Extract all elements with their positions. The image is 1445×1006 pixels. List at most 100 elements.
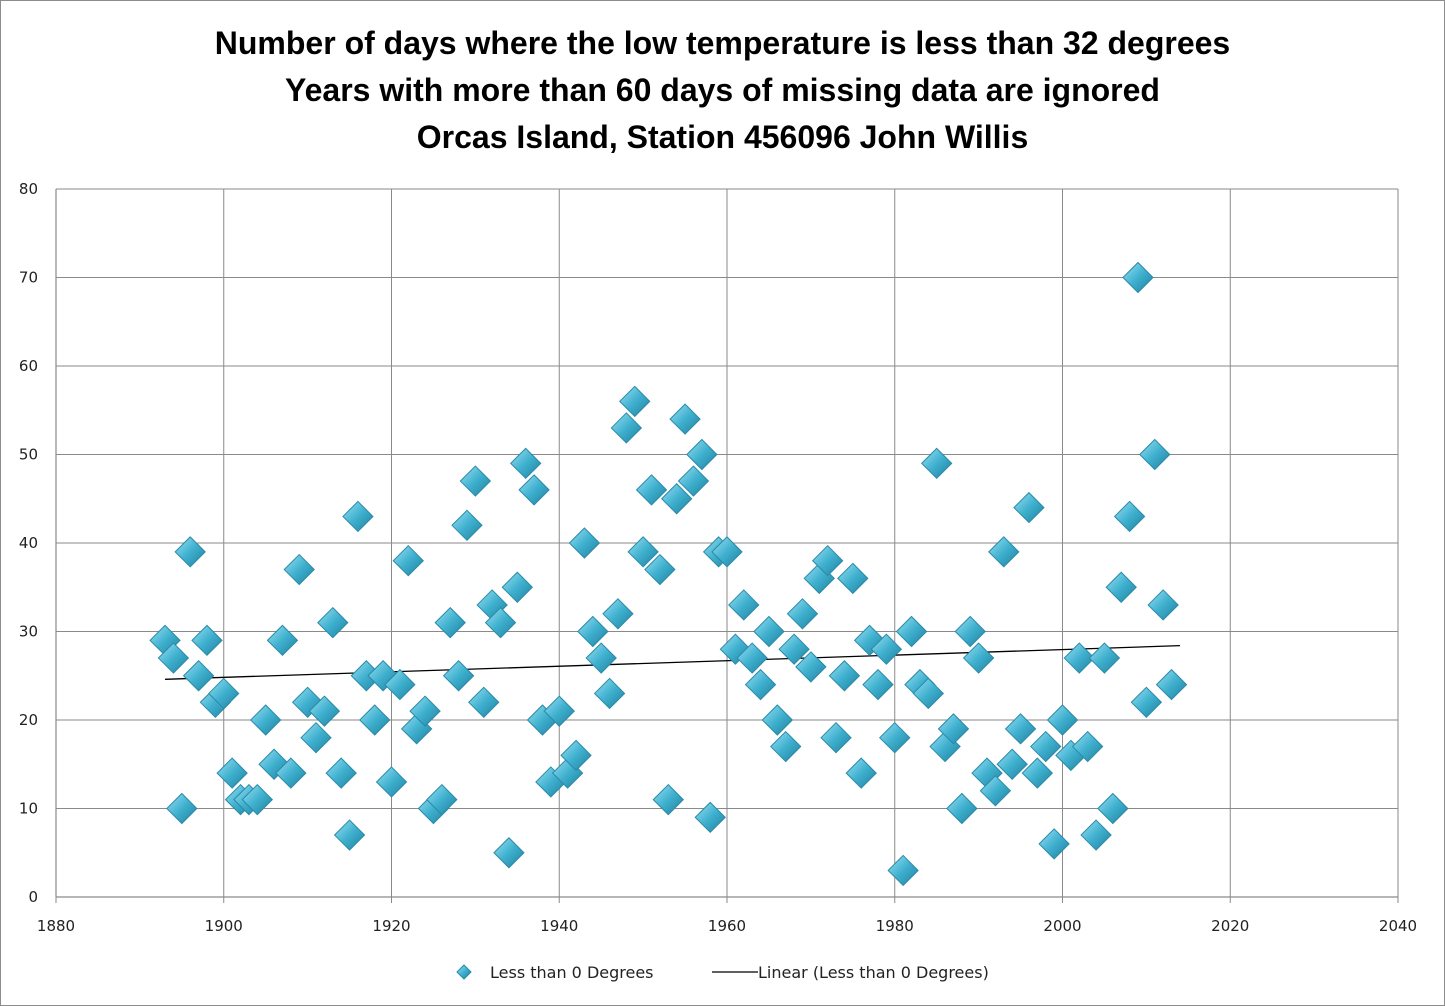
data-point xyxy=(602,598,634,630)
x-tick-label: 1880 xyxy=(37,917,75,935)
data-point xyxy=(392,544,424,577)
y-tick-label: 70 xyxy=(19,269,38,287)
data-point xyxy=(1021,757,1054,789)
data-point xyxy=(484,606,517,639)
data-point xyxy=(317,606,349,639)
legend-marker-diamond xyxy=(456,964,472,980)
data-point xyxy=(862,668,894,701)
data-point xyxy=(1046,704,1079,736)
data-point xyxy=(1080,819,1112,851)
data-point xyxy=(325,757,357,789)
data-point xyxy=(669,403,701,435)
data-point xyxy=(1063,642,1095,674)
data-point xyxy=(920,447,953,480)
data-point xyxy=(644,553,676,586)
data-point xyxy=(333,819,366,851)
data-point xyxy=(887,854,919,887)
data-point xyxy=(300,721,332,754)
chart-title: Number of days where the low temperature… xyxy=(0,20,1445,161)
axes: 0 10 20 30 40 50 60 70 80 1880 1900 1920 1940 1960 198… xyxy=(19,180,1417,935)
data-point xyxy=(468,686,500,719)
data-point xyxy=(182,660,215,692)
data-point xyxy=(845,757,877,789)
data-point xyxy=(426,783,458,816)
data-point xyxy=(728,589,760,621)
y-tick-label: 60 xyxy=(19,357,38,375)
data-point xyxy=(1004,713,1037,745)
data-point xyxy=(853,624,886,657)
data-point xyxy=(375,766,408,798)
data-point xyxy=(275,757,307,789)
y-tick-label: 30 xyxy=(19,623,38,641)
data-point xyxy=(627,536,659,568)
x-tick-label: 1980 xyxy=(876,917,914,935)
data-point xyxy=(694,801,726,834)
data-point xyxy=(619,385,651,418)
data-point xyxy=(895,615,928,648)
data-point xyxy=(711,536,743,568)
data-point xyxy=(828,660,861,692)
x-tick-label: 1920 xyxy=(372,917,410,935)
data-point xyxy=(962,642,995,674)
x-tick-label: 1940 xyxy=(540,917,578,935)
data-point xyxy=(543,695,575,727)
data-point xyxy=(1071,730,1104,763)
data-point xyxy=(577,615,609,648)
data-point xyxy=(266,624,299,657)
data-point xyxy=(359,704,391,736)
data-point xyxy=(174,536,206,568)
data-point xyxy=(912,677,945,710)
title-line-1: Number of days where the low temperature… xyxy=(214,25,1231,61)
data-point xyxy=(593,677,626,710)
y-tick-label: 80 xyxy=(19,180,38,198)
data-point xyxy=(501,571,534,603)
data-point xyxy=(954,615,986,648)
data-point xyxy=(409,695,441,727)
data-point xyxy=(820,721,852,754)
data-point xyxy=(1013,491,1045,524)
data-point xyxy=(157,642,190,674)
data-point xyxy=(988,536,1020,568)
trendline xyxy=(165,645,1180,680)
title-line-3: Orcas Island, Station 456096 John Willis xyxy=(416,119,1029,155)
data-point xyxy=(191,624,223,657)
data-point xyxy=(677,465,710,497)
data-point xyxy=(459,465,492,497)
data-point xyxy=(1113,500,1146,533)
data-point xyxy=(652,783,684,816)
x-tick-label: 2020 xyxy=(1211,917,1249,935)
data-point xyxy=(342,500,374,533)
data-point xyxy=(753,615,785,648)
data-point xyxy=(241,783,274,816)
data-point xyxy=(979,775,1012,807)
data-point xyxy=(870,633,903,665)
data-point xyxy=(811,544,844,577)
data-point xyxy=(1122,261,1154,294)
data-point xyxy=(1097,792,1129,825)
y-tick-label: 40 xyxy=(19,534,38,552)
legend: Less than 0 Degrees Linear (Less than 0 D… xyxy=(456,963,989,982)
data-point xyxy=(635,474,668,506)
y-tick-label: 0 xyxy=(28,888,38,906)
data-point xyxy=(736,642,768,674)
trendline-layer xyxy=(165,645,1180,680)
data-point xyxy=(1088,642,1121,674)
data-point xyxy=(585,642,617,674)
data-point xyxy=(1038,828,1070,860)
data-point xyxy=(610,412,643,444)
data-point xyxy=(560,739,592,772)
data-point xyxy=(509,447,542,480)
data-point xyxy=(384,668,416,701)
x-tick-label: 1960 xyxy=(708,917,746,935)
data-point xyxy=(1147,589,1179,621)
x-tick-label: 1900 xyxy=(205,917,243,935)
data-point xyxy=(795,651,827,683)
legend-label-trendline: Linear (Less than 0 Degrees) xyxy=(758,963,989,982)
title-line-2: Years with more than 60 days of missing … xyxy=(285,72,1160,108)
data-point xyxy=(518,474,550,506)
data-point xyxy=(660,483,693,515)
data-point xyxy=(996,748,1028,780)
data-point xyxy=(719,633,752,665)
